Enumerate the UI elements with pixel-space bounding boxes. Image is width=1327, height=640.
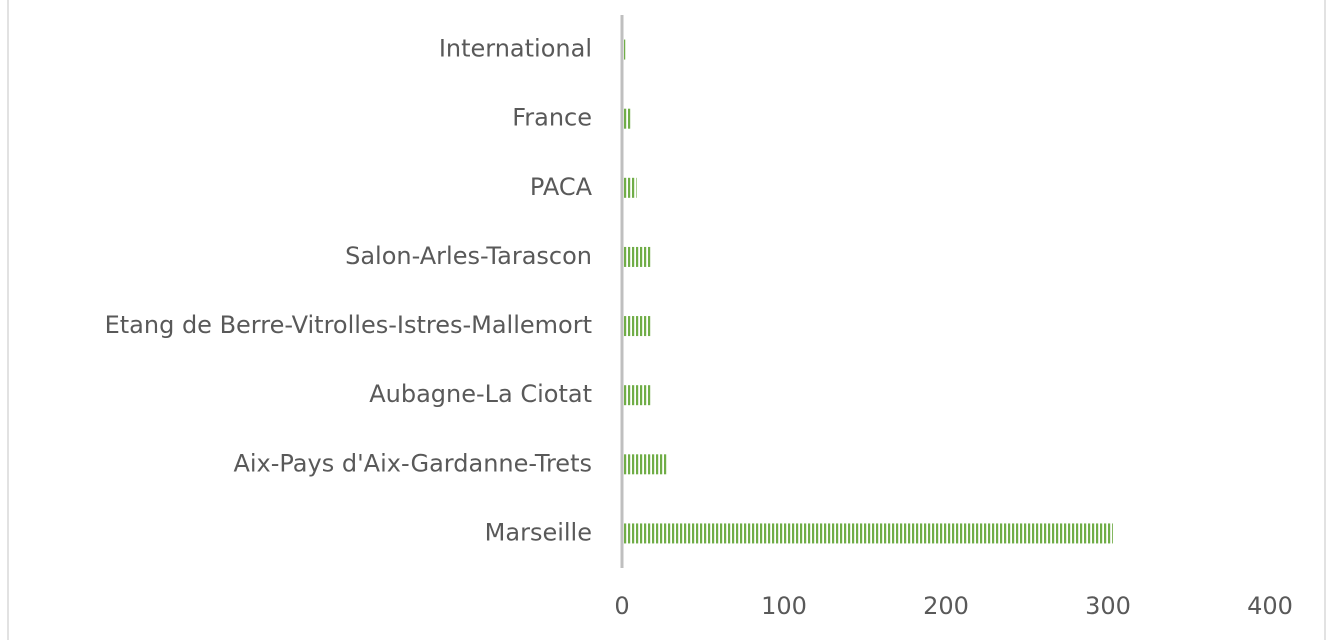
y-tick-label: Salon-Arles-Tarascon — [345, 242, 592, 270]
x-tick-label: 100 — [761, 592, 807, 620]
y-tick-label: France — [512, 104, 592, 132]
chart-border — [7, 0, 1326, 640]
bar — [622, 316, 652, 337]
y-tick-label: Aix-Pays d'Aix-Gardanne-Trets — [233, 449, 592, 477]
bar — [622, 246, 652, 267]
y-tick-label: PACA — [530, 173, 593, 201]
bar — [622, 454, 668, 475]
y-tick-label: Aubagne-La Ciotat — [369, 380, 592, 408]
x-tick-label: 0 — [614, 592, 629, 620]
bar — [622, 385, 652, 406]
bar — [622, 177, 637, 198]
y-tick-label: International — [439, 35, 592, 63]
y-tick-label: Marseille — [485, 518, 592, 546]
bar — [622, 523, 1113, 544]
bar — [622, 39, 626, 60]
x-tick-label: 300 — [1085, 592, 1131, 620]
y-tick-label: Etang de Berre-Vitrolles-Istres-Mallemor… — [105, 311, 592, 339]
x-tick-label: 200 — [923, 592, 969, 620]
x-tick-label: 400 — [1247, 592, 1293, 620]
bar — [622, 108, 632, 129]
